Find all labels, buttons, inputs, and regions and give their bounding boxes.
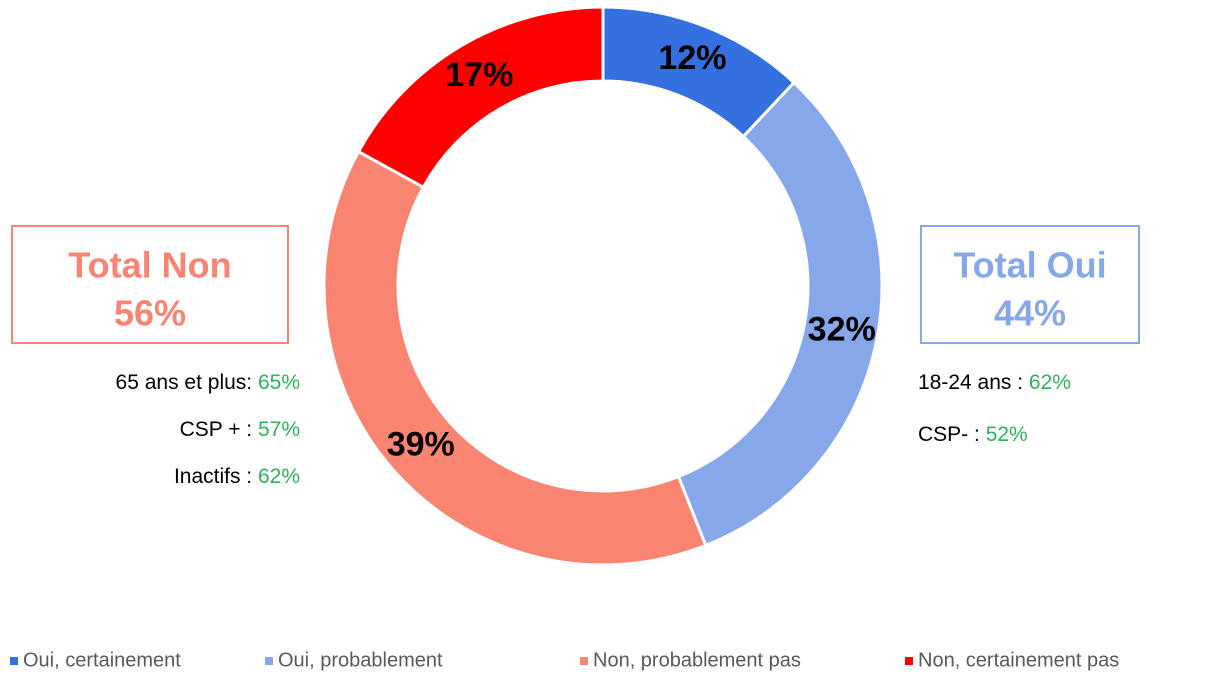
detail-label: CSP- : (918, 423, 986, 446)
detail: CSP- : 52% (918, 423, 1028, 446)
detail-value: 57% (258, 418, 300, 441)
detail-value: 62% (1029, 371, 1071, 394)
donut-slice (676, 80, 884, 548)
donut-slice (322, 149, 708, 567)
legend-label: Oui, probablement (278, 649, 443, 671)
data-label: 32% (808, 311, 876, 349)
detail-label: CSP + : (180, 418, 258, 441)
total-title: Total Non (68, 245, 231, 286)
detail-value: 62% (258, 465, 300, 488)
detail-label: Inactifs : (174, 465, 258, 488)
detail-label: 65 ans et plus: (116, 371, 258, 394)
legend-label: Non, probablement pas (593, 649, 801, 671)
detail-value: 65% (258, 371, 300, 394)
detail: 18-24 ans : 62% (918, 371, 1071, 394)
detail-value: 52% (986, 423, 1028, 446)
data-label: 12% (658, 39, 726, 77)
legend-label: Oui, certainement (23, 649, 181, 671)
data-label: 17% (445, 56, 513, 94)
legend-label: Non, certainement pas (918, 649, 1119, 671)
legend-swatch (905, 657, 913, 665)
total-value: 44% (994, 293, 1066, 334)
detail: Inactifs : 62% (174, 465, 300, 488)
donut-slice (356, 5, 605, 190)
legend-swatch (10, 657, 18, 665)
total-box (920, 225, 1140, 344)
detail-label: 18-24 ans : (918, 371, 1029, 394)
legend-swatch (265, 657, 273, 665)
detail: CSP + : 57% (180, 418, 300, 441)
total-title: Total Oui (953, 245, 1106, 286)
data-label: 39% (387, 426, 455, 464)
detail: 65 ans et plus: 65% (116, 371, 300, 394)
total-value: 56% (114, 293, 186, 334)
total-box (11, 225, 289, 344)
legend-swatch (580, 657, 588, 665)
